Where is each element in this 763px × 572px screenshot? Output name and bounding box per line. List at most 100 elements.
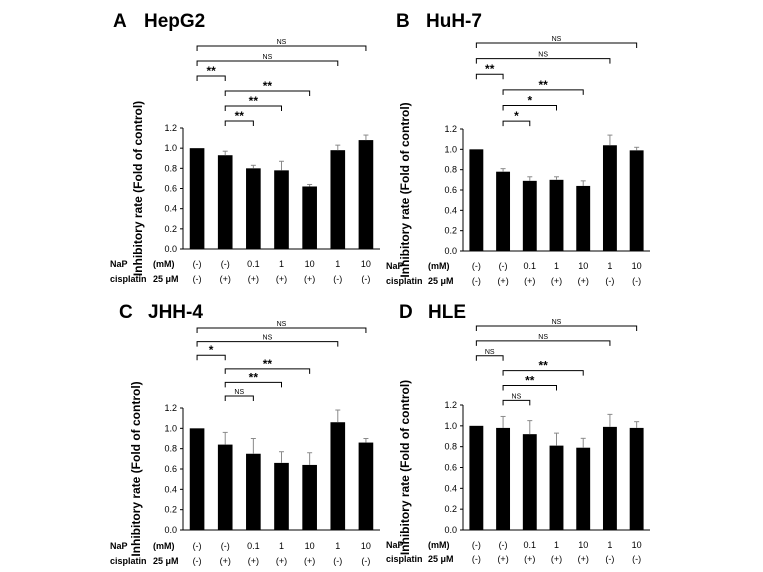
condition-cell: (-) [605, 554, 614, 564]
condition-cell: (-) [221, 541, 230, 551]
condition-cell: 1 [607, 540, 612, 550]
y-tick-label: 0.4 [164, 484, 177, 494]
significance-label: * [527, 93, 532, 107]
significance-label: NS [552, 36, 562, 43]
condition-cell: (-) [193, 274, 202, 284]
condition-cell: (-) [632, 554, 641, 564]
significance-label: ** [235, 109, 245, 123]
panel-title: HepG2 [144, 11, 205, 32]
y-tick-label: 0.8 [444, 165, 457, 175]
significance-bracket [475, 325, 638, 331]
significance-label: NS [538, 52, 548, 59]
bar [217, 444, 233, 530]
y-tick-label: 0.8 [164, 444, 177, 454]
significance-label: ** [249, 370, 259, 384]
condition-cell: (-) [193, 541, 202, 551]
significance-label: NS [552, 319, 562, 326]
y-tick-label: 0.0 [444, 525, 457, 535]
bar [274, 462, 289, 530]
bar [522, 434, 537, 530]
condition-cell: (-) [499, 261, 508, 271]
condition-cell: (+) [248, 274, 259, 284]
condition-cell: (-) [333, 274, 342, 284]
condition-name: cisplatin [386, 554, 423, 564]
condition-cell: 1 [335, 259, 340, 269]
condition-name: NaP [110, 259, 128, 269]
bar [549, 179, 564, 251]
condition-cell: (-) [333, 556, 342, 566]
condition-unit: (mM) [428, 540, 450, 550]
significance-bracket [224, 120, 254, 127]
y-tick-label: 1.0 [164, 143, 177, 153]
y-tick-label: 0.2 [444, 504, 457, 514]
significance-bracket [502, 89, 584, 95]
bar [358, 442, 374, 530]
condition-cell: (-) [221, 259, 230, 269]
bar [469, 149, 484, 251]
bar [330, 150, 346, 249]
significance-label: ** [263, 357, 273, 371]
condition-cell: (+) [551, 276, 562, 286]
panel-title: HuH-7 [426, 11, 482, 32]
condition-cell: (+) [248, 556, 259, 566]
y-axis-label: Inhibitory rate (Fold of control) [129, 381, 143, 556]
significance-label: ** [249, 94, 259, 108]
condition-cell: 10 [361, 541, 371, 551]
panel-c: C JHH-4 Inhibitory rate (Fold of control) 0… [110, 302, 380, 566]
condition-cell: (-) [361, 556, 370, 566]
significance-bracket [224, 395, 254, 402]
condition-cell: (-) [632, 276, 641, 286]
condition-unit: 25 μM [428, 276, 454, 286]
significance-bracket [196, 45, 367, 51]
panel-a: A HepG2 Inhibitory rate (Fold of control) 0… [110, 11, 380, 284]
condition-unit: (mM) [153, 541, 175, 551]
significance-bracket [502, 385, 557, 391]
y-tick-label: 1.0 [444, 144, 457, 154]
condition-cell: 0.1 [247, 259, 260, 269]
condition-name: NaP [386, 540, 404, 550]
condition-cell: (-) [472, 554, 481, 564]
significance-label: ** [525, 374, 535, 388]
significance-bracket [224, 90, 311, 97]
condition-cell: 0.1 [247, 541, 260, 551]
bar [576, 447, 591, 530]
significance-label: NS [512, 393, 522, 400]
bar [469, 425, 484, 530]
significance-bracket [475, 58, 611, 64]
condition-name: cisplatin [110, 274, 147, 284]
condition-cell: (+) [578, 554, 589, 564]
panel-letter: A [113, 11, 127, 32]
bar [302, 186, 317, 249]
panel-letter: B [396, 11, 410, 32]
significance-bracket [224, 381, 282, 388]
y-tick-label: 0.2 [444, 226, 457, 236]
significance-bracket [502, 399, 531, 406]
condition-cell: 0.1 [524, 540, 537, 550]
condition-cell: (-) [361, 274, 370, 284]
bar [302, 464, 317, 530]
condition-name: cisplatin [386, 276, 423, 286]
bar [549, 445, 564, 530]
y-tick-label: 0.4 [444, 205, 457, 215]
panel-letter: C [119, 302, 133, 323]
significance-bracket [224, 368, 311, 374]
condition-cell: 10 [305, 259, 315, 269]
condition-cell: (-) [472, 540, 481, 550]
condition-cell: (+) [578, 276, 589, 286]
significance-label: NS [538, 334, 548, 341]
significance-bracket [224, 105, 282, 112]
condition-cell: (+) [497, 276, 508, 286]
y-tick-label: 0.6 [164, 464, 177, 474]
condition-unit: 25 μM [153, 556, 179, 566]
y-axis-label: Inhibitory rate (Fold of control) [398, 102, 412, 277]
significance-bracket [475, 355, 504, 361]
bar [496, 427, 511, 530]
condition-cell: (+) [497, 554, 508, 564]
significance-label: ** [263, 79, 273, 93]
condition-cell: (-) [605, 276, 614, 286]
y-axis-label: Inhibitory rate (Fold of control) [398, 380, 412, 555]
condition-cell: (+) [220, 274, 231, 284]
bar [246, 453, 261, 530]
bar [330, 422, 346, 530]
